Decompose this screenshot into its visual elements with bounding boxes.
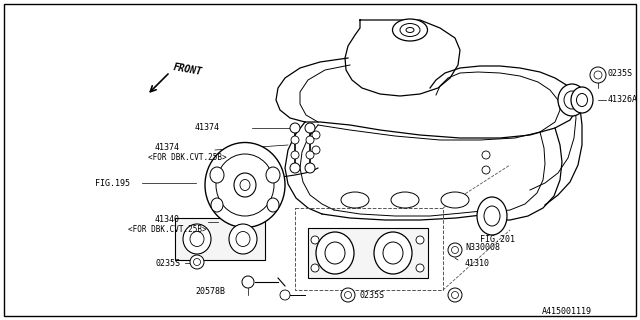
- Circle shape: [311, 264, 319, 272]
- Circle shape: [290, 163, 300, 173]
- Circle shape: [305, 123, 315, 133]
- Circle shape: [305, 163, 315, 173]
- Text: 20578B: 20578B: [195, 287, 225, 297]
- Circle shape: [280, 290, 290, 300]
- Circle shape: [242, 276, 254, 288]
- Ellipse shape: [341, 192, 369, 208]
- Ellipse shape: [392, 19, 428, 41]
- Bar: [295, 208, 443, 290]
- Text: 41326A: 41326A: [608, 95, 638, 105]
- Circle shape: [312, 146, 320, 154]
- Ellipse shape: [267, 198, 279, 212]
- Circle shape: [416, 264, 424, 272]
- Ellipse shape: [210, 167, 224, 183]
- Circle shape: [190, 255, 204, 269]
- Text: FIG.201: FIG.201: [480, 236, 515, 244]
- Ellipse shape: [229, 224, 257, 254]
- Text: <FOR DBK.CVT.25B>: <FOR DBK.CVT.25B>: [128, 226, 207, 235]
- Ellipse shape: [441, 192, 469, 208]
- Bar: [308, 228, 428, 278]
- Ellipse shape: [211, 198, 223, 212]
- Ellipse shape: [391, 192, 419, 208]
- Circle shape: [416, 236, 424, 244]
- Ellipse shape: [266, 167, 280, 183]
- Circle shape: [312, 131, 320, 139]
- Text: N330008: N330008: [465, 243, 500, 252]
- Circle shape: [291, 151, 299, 159]
- Text: 41374: 41374: [155, 143, 180, 153]
- Circle shape: [306, 151, 314, 159]
- Text: 0235S: 0235S: [608, 68, 633, 77]
- Circle shape: [341, 288, 355, 302]
- Ellipse shape: [183, 224, 211, 254]
- Text: 0235S: 0235S: [155, 259, 180, 268]
- Ellipse shape: [316, 232, 354, 274]
- Circle shape: [448, 243, 462, 257]
- Text: FIG.195: FIG.195: [95, 179, 130, 188]
- Ellipse shape: [374, 232, 412, 274]
- Circle shape: [306, 136, 314, 144]
- Circle shape: [448, 288, 462, 302]
- Text: 0235S: 0235S: [360, 292, 385, 300]
- Ellipse shape: [558, 84, 586, 116]
- Circle shape: [291, 136, 299, 144]
- Text: A415001119: A415001119: [542, 308, 592, 316]
- Text: 41340: 41340: [155, 215, 180, 225]
- Text: <FOR DBK.CVT.25B>: <FOR DBK.CVT.25B>: [148, 154, 227, 163]
- Ellipse shape: [205, 142, 285, 228]
- Text: 41310: 41310: [465, 259, 490, 268]
- Circle shape: [311, 236, 319, 244]
- Text: 41374: 41374: [195, 124, 220, 132]
- Ellipse shape: [477, 197, 507, 235]
- Ellipse shape: [571, 87, 593, 113]
- Circle shape: [590, 67, 606, 83]
- Bar: [175, 218, 265, 260]
- Circle shape: [290, 123, 300, 133]
- Circle shape: [482, 151, 490, 159]
- Circle shape: [482, 166, 490, 174]
- Text: FRONT: FRONT: [172, 62, 203, 77]
